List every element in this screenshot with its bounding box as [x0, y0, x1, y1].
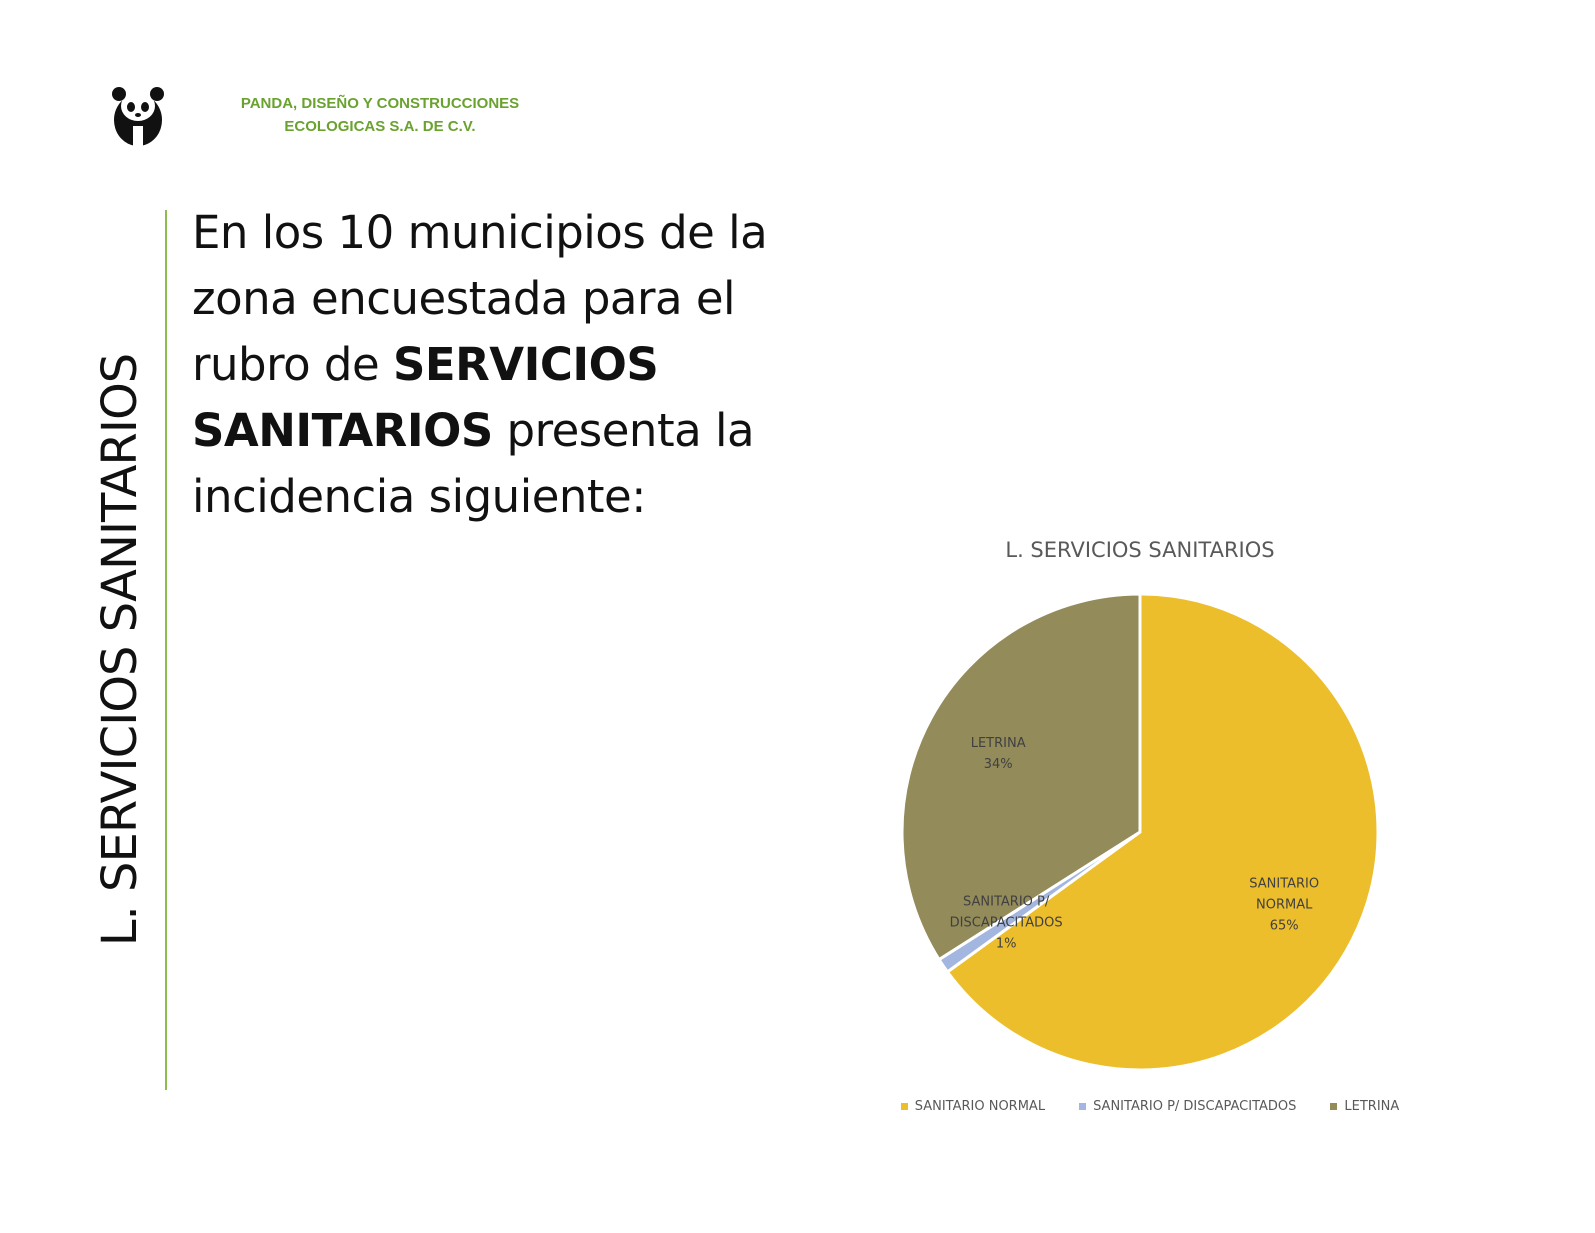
legend-item: SANITARIO NORMAL [900, 1099, 1046, 1114]
label-category: SANITARIO NORMAL [1249, 876, 1320, 913]
label-value: 1% [995, 936, 1017, 952]
pie-slice [900, 592, 1142, 962]
legend: SANITARIO NORMAL SANITARIO P/ DISCAPACITA… [860, 1099, 1440, 1114]
legend-label: SANITARIO NORMAL [914, 1099, 1046, 1114]
data-label: SANITARIO P/ DISCAPACITADOS 1% [941, 891, 1071, 954]
text-run: presenta la incidencia siguiente: [192, 404, 755, 523]
data-label: LETRINA 34% [933, 733, 1063, 775]
company-name: PANDA, DISEÑO Y CONSTRUCCIONES ECOLOGICA… [200, 92, 560, 138]
company-line: ECOLOGICAS S.A. DE C.V. [284, 118, 476, 135]
legend-item: SANITARIO P/ DISCAPACITADOS [1079, 1099, 1296, 1114]
label-category: SANITARIO P/ DISCAPACITADOS [949, 894, 1063, 931]
legend-swatch [900, 1103, 908, 1110]
text-run: En los 10 municipios de la zona encuesta… [192, 206, 768, 391]
label-value: 34% [983, 757, 1013, 773]
panda-logo [112, 87, 164, 146]
pie-slice [945, 592, 1380, 1072]
company-line: PANDA, DISEÑO Y CONSTRUCCIONES [240, 95, 520, 112]
legend-item: LETRINA [1330, 1099, 1399, 1114]
legend-swatch [1330, 1103, 1338, 1110]
text-run: SERVICIOS SANITARIOS [192, 338, 659, 457]
legend-label: LETRINA [1344, 1099, 1400, 1114]
body-text: En los 10 municipios de la zona encuesta… [192, 200, 792, 530]
label-category: LETRINA [970, 736, 1026, 752]
legend-swatch [1079, 1103, 1087, 1110]
legend-label: SANITARIO P/ DISCAPACITADOS [1093, 1099, 1297, 1114]
label-value: 65% [1269, 918, 1299, 934]
divider [165, 210, 167, 1090]
chart-title: L. SERVICIOS SANITARIOS [1005, 538, 1275, 562]
data-label: SANITARIO NORMAL 65% [1219, 874, 1349, 937]
